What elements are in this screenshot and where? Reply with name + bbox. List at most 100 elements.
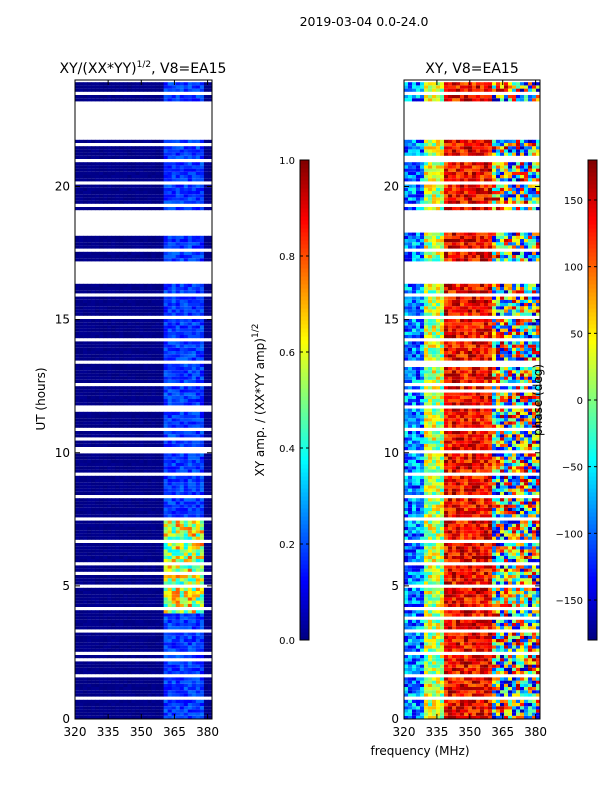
heatmap-cell (123, 715, 128, 719)
colorbar-segment (300, 348, 309, 353)
heatmap-cell (75, 191, 80, 195)
heatmap-cell (135, 706, 140, 710)
heatmap-cell (83, 610, 88, 614)
heatmap-cell (115, 648, 120, 652)
heatmap-cell (91, 597, 96, 601)
heatmap-cell (107, 191, 112, 195)
heatmap-cell (123, 139, 128, 143)
heatmap-cell (99, 168, 104, 172)
heatmap-cell (91, 613, 96, 617)
heatmap-cell (183, 162, 189, 166)
heatmap-cell (207, 613, 213, 617)
heatmap-cell (103, 303, 108, 307)
heatmap-cell (179, 200, 185, 204)
heatmap-cell (155, 399, 161, 403)
heatmap-cell (91, 507, 96, 511)
heatmap-cell (163, 175, 169, 179)
heatmap-cell (151, 434, 156, 438)
heatmap-cell (163, 245, 169, 249)
heatmap-cell (203, 251, 209, 255)
heatmap-cell (99, 283, 104, 287)
heatmap-cell (147, 520, 152, 524)
heatmap-cell (147, 552, 152, 556)
heatmap-cell (203, 501, 209, 505)
heatmap-cell (187, 466, 193, 470)
heatmap-cell (163, 594, 169, 598)
heatmap-cell (143, 479, 148, 483)
heatmap-cell (147, 648, 152, 652)
heatmap-cell (179, 623, 185, 627)
heatmap-cell (171, 165, 177, 169)
heatmap-cell (175, 591, 181, 595)
heatmap-cell (199, 149, 205, 153)
heatmap-cell (95, 715, 100, 719)
heatmap-cell (107, 690, 112, 694)
heatmap-cell (147, 619, 152, 623)
heatmap-cell (203, 399, 209, 403)
heatmap-cell (163, 402, 169, 406)
heatmap-cell (83, 443, 88, 447)
heatmap-cell (163, 485, 169, 489)
heatmap-cell (87, 488, 92, 492)
heatmap-cell (83, 200, 88, 204)
heatmap-cell (119, 235, 124, 239)
heatmap-cell (79, 469, 84, 473)
heatmap-cell (143, 703, 148, 707)
heatmap-cell (167, 402, 173, 406)
heatmap-cell (131, 552, 136, 556)
heatmap-cell (87, 82, 92, 86)
heatmap-cell (119, 178, 124, 182)
heatmap-cell (111, 619, 116, 623)
heatmap-cell (139, 322, 144, 326)
heatmap-cell (115, 312, 120, 316)
heatmap-cell (183, 239, 189, 243)
heatmap-cell (175, 664, 181, 668)
heatmap-cell (83, 671, 88, 675)
heatmap-cell (127, 498, 132, 502)
heatmap-cell (183, 498, 189, 502)
heatmap-cell (155, 533, 161, 537)
heatmap-cell (155, 479, 161, 483)
heatmap-cell (139, 565, 144, 569)
heatmap-cell (207, 552, 213, 556)
heatmap-cell (91, 392, 96, 396)
heatmap-cell (107, 587, 112, 591)
heatmap-cell (147, 194, 152, 198)
heatmap-cell (203, 587, 209, 591)
heatmap-cell (183, 191, 189, 195)
heatmap-cell (107, 200, 112, 204)
heatmap-cell (95, 559, 100, 563)
heatmap-cell (203, 466, 209, 470)
heatmap-cell (147, 373, 152, 377)
heatmap-cell (123, 613, 128, 617)
heatmap-cell (119, 168, 124, 172)
heatmap-cell (171, 283, 177, 287)
heatmap-cell (135, 399, 140, 403)
heatmap-cell (207, 242, 213, 246)
heatmap-cell (83, 85, 88, 89)
heatmap-cell (179, 635, 185, 639)
heatmap-cell (187, 303, 193, 307)
heatmap-cell (183, 207, 189, 211)
heatmap-cell (79, 434, 84, 438)
heatmap-cell (115, 600, 120, 604)
heatmap-cell (163, 648, 169, 652)
heatmap-cell (95, 552, 100, 556)
heatmap-cell (175, 559, 181, 563)
heatmap-cell (83, 459, 88, 463)
heatmap-cell (199, 498, 205, 502)
heatmap-cell (167, 533, 173, 537)
heatmap-cell (87, 162, 92, 166)
heatmap-cell (143, 597, 148, 601)
heatmap-cell (179, 389, 185, 393)
heatmap-cell (111, 82, 116, 86)
heatmap-cell (159, 168, 165, 172)
heatmap-cell (119, 245, 124, 249)
heatmap-cell (207, 485, 213, 489)
colorbar-segment (300, 200, 309, 205)
heatmap-cell (75, 187, 80, 191)
heatmap-cell (131, 581, 136, 585)
heatmap-cell (131, 693, 136, 697)
heatmap-cell (199, 443, 205, 447)
heatmap-cell (167, 456, 173, 460)
